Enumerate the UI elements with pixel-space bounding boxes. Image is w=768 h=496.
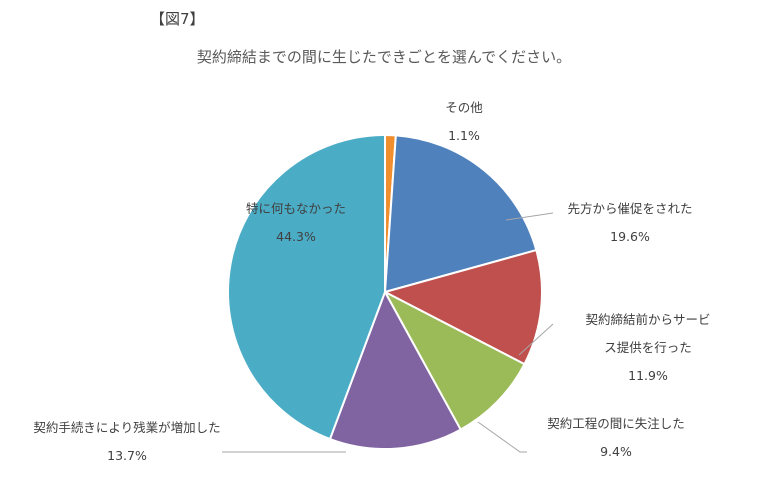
slice-label: 契約手続きにより残業が増加した [33,420,220,435]
slice-label: 契約工程の間に失注した [547,416,685,431]
pie-slice [227,133,386,441]
figure-label: 【図7】 [150,10,205,28]
slice-value-label: 1.1% [448,128,480,143]
slice-value-label: 9.4% [600,444,632,459]
pie-slice [328,289,462,450]
leader-line [518,323,554,356]
slice-label: 先方から催促をされた [567,201,692,216]
slice-label: ス提供を行った [604,340,692,355]
slice-label: 契約締結前からサービ [585,312,710,327]
slice-label: 特に何もなかった [246,201,346,216]
pie-slice [382,248,543,366]
slice-value-label: 13.7% [107,448,147,463]
slice-value-label: 44.3% [276,229,316,244]
slice-label: その他 [445,100,483,115]
pie-slice [383,134,538,294]
slice-value-label: 11.9% [628,368,668,383]
leader-line [477,421,527,453]
leader-line [505,212,554,221]
slice-value-label: 19.6% [610,229,650,244]
chart-title: 契約締結までの間に生じたできごとを選んでください。 [196,48,572,66]
pie-slice [382,289,526,431]
